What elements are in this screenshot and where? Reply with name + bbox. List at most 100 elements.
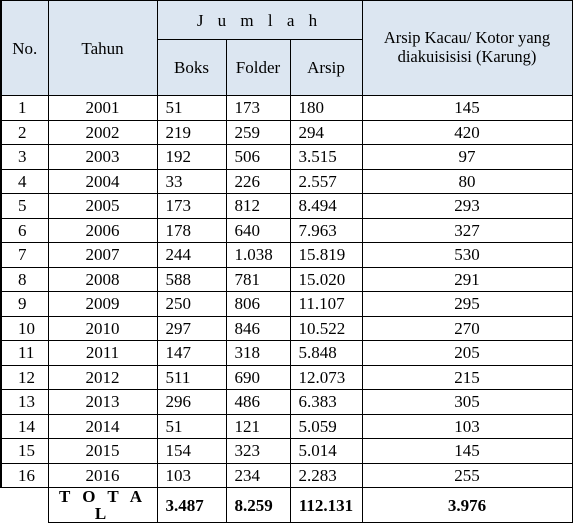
cell-arsip: 3.515 (289, 144, 363, 170)
cell-folder: 259 (225, 119, 291, 145)
total-boks: 3.487 (156, 487, 227, 523)
table-row: 13 2013 296 486 6.383 305 (0, 389, 573, 415)
cell-kacau: 145 (361, 438, 573, 464)
cell-folder: 640 (225, 217, 291, 243)
table-row: 12 2012 511 690 12.073 215 (0, 364, 573, 390)
cell-kacau: 215 (361, 364, 573, 390)
cell-boks: 103 (156, 462, 227, 488)
cell-kacau: 420 (361, 119, 573, 145)
cell-kacau: 270 (361, 315, 573, 341)
cell-no: 14 (0, 413, 49, 439)
cell-boks: 147 (156, 340, 227, 366)
cell-no: 12 (0, 364, 49, 390)
cell-tahun: 2015 (47, 438, 158, 464)
table-row: 14 2014 51 121 5.059 103 (0, 413, 573, 439)
cell-arsip: 5.059 (289, 413, 363, 439)
table-row: 1 2001 51 173 180 145 (0, 95, 573, 121)
table-row: 15 2015 154 323 5.014 145 (0, 438, 573, 464)
cell-folder: 318 (225, 340, 291, 366)
cell-boks: 296 (156, 389, 227, 415)
table-row: 9 2009 250 806 11.107 295 (0, 291, 573, 317)
cell-kacau: 103 (361, 413, 573, 439)
cell-arsip: 180 (289, 95, 363, 121)
cell-arsip: 11.107 (289, 291, 363, 317)
table-row: 7 2007 244 1.038 15.819 530 (0, 242, 573, 268)
table-row: 5 2005 173 812 8.494 293 (0, 193, 573, 219)
cell-kacau: 530 (361, 242, 573, 268)
cell-folder: 121 (225, 413, 291, 439)
cell-arsip: 2.557 (289, 168, 363, 194)
cell-folder: 806 (225, 291, 291, 317)
cell-boks: 154 (156, 438, 227, 464)
cell-arsip: 294 (289, 119, 363, 145)
cell-boks: 511 (156, 364, 227, 390)
table-row: 2 2002 219 259 294 420 (0, 119, 573, 145)
cell-folder: 234 (225, 462, 291, 488)
cell-folder: 690 (225, 364, 291, 390)
cell-tahun: 2002 (47, 119, 158, 145)
header-arsip: Arsip (289, 39, 363, 96)
cell-kacau: 145 (361, 95, 573, 121)
cell-arsip: 15.819 (289, 242, 363, 268)
header-tahun: Tahun (47, 0, 158, 96)
cell-tahun: 2011 (47, 340, 158, 366)
cell-no: 3 (0, 144, 49, 170)
cell-kacau: 255 (361, 462, 573, 488)
cell-no: 5 (0, 193, 49, 219)
cell-boks: 178 (156, 217, 227, 243)
table-row: 11 2011 147 318 5.848 205 (0, 340, 573, 366)
cell-tahun: 2007 (47, 242, 158, 268)
cell-boks: 51 (156, 413, 227, 439)
cell-kacau: 205 (361, 340, 573, 366)
cell-folder: 226 (225, 168, 291, 194)
cell-kacau: 327 (361, 217, 573, 243)
table-row: 8 2008 588 781 15.020 291 (0, 266, 573, 292)
cell-arsip: 8.494 (289, 193, 363, 219)
cell-tahun: 2016 (47, 462, 158, 488)
cell-folder: 781 (225, 266, 291, 292)
cell-no: 13 (0, 389, 49, 415)
cell-tahun: 2004 (47, 168, 158, 194)
table-row: 6 2006 178 640 7.963 327 (0, 217, 573, 243)
cell-no: 8 (0, 266, 49, 292)
total-arsip-kacau: 3.976 (361, 487, 573, 523)
table-row: 10 2010 297 846 10.522 270 (0, 315, 573, 341)
cell-boks: 250 (156, 291, 227, 317)
table-body: 1 2001 51 173 180 145 2 2002 219 259 294 420 3 2003 19… (0, 95, 573, 488)
cell-kacau: 293 (361, 193, 573, 219)
cell-tahun: 2013 (47, 389, 158, 415)
total-label: T O T A L (47, 487, 158, 523)
cell-boks: 297 (156, 315, 227, 341)
cell-folder: 486 (225, 389, 291, 415)
cell-tahun: 2003 (47, 144, 158, 170)
cell-boks: 33 (156, 168, 227, 194)
cell-arsip: 5.848 (289, 340, 363, 366)
header-jumlah: J u m l a h (156, 0, 363, 40)
cell-kacau: 291 (361, 266, 573, 292)
table-row: 16 2016 103 234 2.283 255 (0, 462, 573, 488)
total-row: T O T A L 3.487 8.259 112.131 3.976 (1, 487, 573, 523)
cell-boks: 173 (156, 193, 227, 219)
table-row: 3 2003 192 506 3.515 97 (0, 144, 573, 170)
cell-boks: 588 (156, 266, 227, 292)
cell-tahun: 2012 (47, 364, 158, 390)
cell-no: 4 (0, 168, 49, 194)
cell-arsip: 2.283 (289, 462, 363, 488)
table-row: 4 2004 33 226 2.557 80 (0, 168, 573, 194)
cell-tahun: 2009 (47, 291, 158, 317)
cell-no: 2 (0, 119, 49, 145)
cell-folder: 1.038 (225, 242, 291, 268)
header-boks: Boks (156, 39, 227, 96)
cell-no: 7 (0, 242, 49, 268)
cell-no: 16 (0, 462, 49, 488)
cell-folder: 323 (225, 438, 291, 464)
cell-folder: 812 (225, 193, 291, 219)
cell-arsip: 10.522 (289, 315, 363, 341)
cell-no: 9 (0, 291, 49, 317)
cell-boks: 244 (156, 242, 227, 268)
cell-kacau: 80 (361, 168, 573, 194)
cell-no: 11 (0, 340, 49, 366)
cell-tahun: 2014 (47, 413, 158, 439)
total-blank-cell (1, 487, 49, 523)
cell-tahun: 2005 (47, 193, 158, 219)
